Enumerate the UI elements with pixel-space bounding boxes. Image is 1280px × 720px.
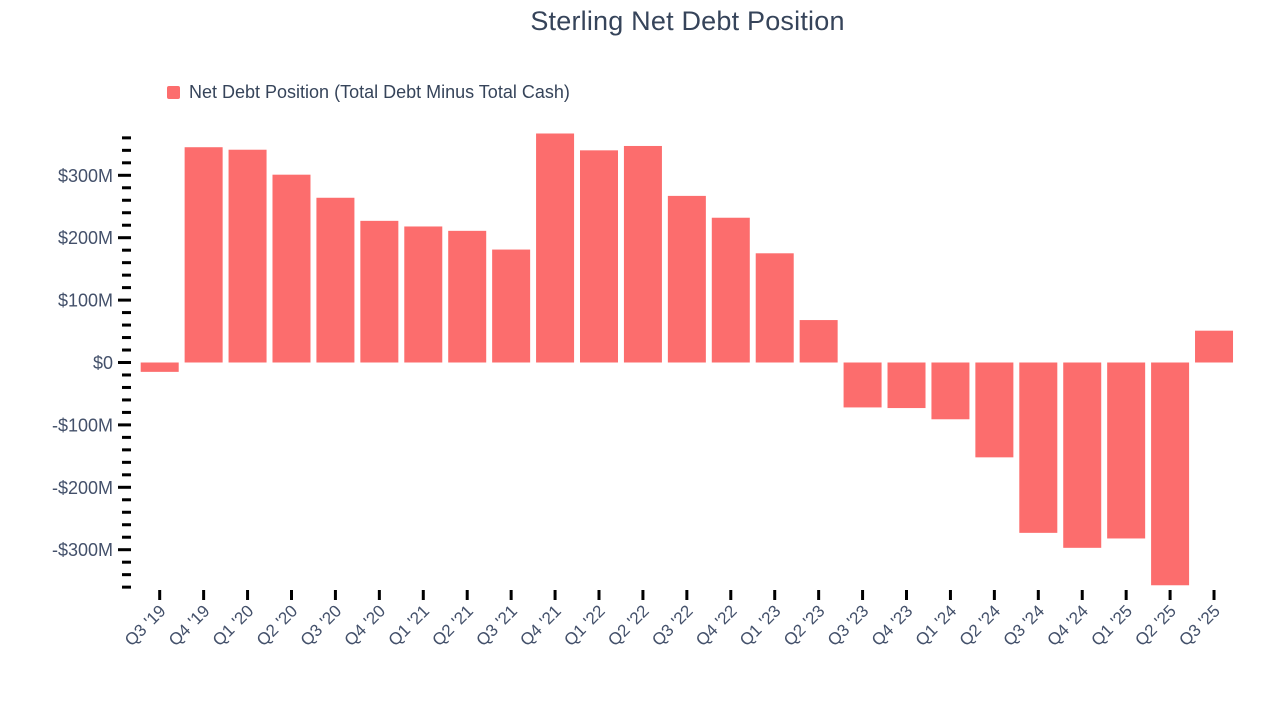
- bar-q3-20[interactable]: [316, 197, 355, 363]
- y-axis-tick-label: -$100M: [52, 415, 113, 435]
- x-axis-tick-label: Q1 '24: [912, 601, 960, 649]
- x-axis-tick-label: Q2 '20: [253, 601, 301, 649]
- x-axis-tick-label: Q2 '21: [429, 601, 477, 649]
- x-axis-tick-label: Q3 '24: [1000, 601, 1048, 649]
- y-axis-tick-label: -$200M: [52, 478, 113, 498]
- legend-item[interactable]: Net Debt Position (Total Debt Minus Tota…: [167, 82, 570, 103]
- bar-q2-24[interactable]: [975, 362, 1014, 458]
- x-axis-tick-label: Q3 '20: [297, 601, 345, 649]
- x-axis-tick-label: Q3 '21: [472, 601, 520, 649]
- x-axis-tick-label: Q2 '25: [1131, 601, 1179, 649]
- bar-q3-19[interactable]: [140, 362, 179, 372]
- bar-q2-20[interactable]: [272, 174, 311, 363]
- bar-q3-21[interactable]: [492, 249, 531, 363]
- bar-q4-21[interactable]: [536, 133, 575, 363]
- bar-q2-25[interactable]: [1151, 362, 1190, 586]
- bar-q1-25[interactable]: [1107, 362, 1146, 539]
- x-axis-tick-label: Q1 '25: [1088, 601, 1136, 649]
- x-axis-tick-label: Q3 '25: [1175, 601, 1223, 649]
- x-axis-tick-label: Q4 '24: [1044, 601, 1092, 649]
- x-axis-tick-label: Q1 '22: [560, 601, 608, 649]
- bar-q1-23[interactable]: [755, 253, 794, 363]
- x-axis-tick-label: Q1 '23: [736, 601, 784, 649]
- y-axis-tick-label: $300M: [58, 166, 113, 186]
- bar-q3-25[interactable]: [1195, 330, 1234, 363]
- bar-q4-20[interactable]: [360, 220, 399, 363]
- chart-title: Sterling Net Debt Position: [530, 6, 845, 36]
- bar-q4-22[interactable]: [711, 217, 750, 363]
- legend-swatch-icon: [167, 86, 180, 99]
- bar-q1-20[interactable]: [228, 149, 267, 363]
- x-axis-tick-label: Q3 '23: [824, 601, 872, 649]
- x-axis-tick-label: Q4 '23: [868, 601, 916, 649]
- x-axis-tick-label: Q1 '21: [385, 601, 433, 649]
- bar-q2-23[interactable]: [799, 320, 838, 363]
- bar-q2-22[interactable]: [623, 145, 662, 363]
- legend-label: Net Debt Position (Total Debt Minus Tota…: [189, 82, 570, 102]
- bar-q2-21[interactable]: [448, 230, 487, 363]
- bar-q1-21[interactable]: [404, 226, 443, 363]
- x-axis-tick-label: Q3 '19: [121, 601, 169, 649]
- x-axis-tick-label: Q4 '21: [516, 601, 564, 649]
- bar-q4-23[interactable]: [887, 362, 926, 409]
- x-axis-tick-label: Q2 '22: [604, 601, 652, 649]
- bar-q1-24[interactable]: [931, 362, 970, 420]
- x-axis-tick-label: Q1 '20: [209, 601, 257, 649]
- x-axis-tick-label: Q4 '19: [165, 601, 213, 649]
- bar-q4-19[interactable]: [184, 147, 223, 363]
- x-axis-tick-label: Q2 '24: [956, 601, 1004, 649]
- y-axis-tick-label: $0: [93, 353, 113, 373]
- bar-q4-24[interactable]: [1063, 362, 1102, 548]
- y-axis-tick-label: -$300M: [52, 540, 113, 560]
- x-axis-tick-label: Q2 '23: [780, 601, 828, 649]
- y-axis-tick-label: $200M: [58, 228, 113, 248]
- y-axis-tick-label: $100M: [58, 291, 113, 311]
- x-axis-tick-label: Q4 '22: [692, 601, 740, 649]
- x-axis-tick-label: Q4 '20: [341, 601, 389, 649]
- bar-q3-22[interactable]: [667, 195, 706, 363]
- bar-q1-22[interactable]: [580, 150, 618, 363]
- bar-q3-24[interactable]: [1019, 362, 1058, 533]
- x-axis-tick-label: Q3 '22: [648, 601, 696, 649]
- bar-q3-23[interactable]: [843, 362, 882, 408]
